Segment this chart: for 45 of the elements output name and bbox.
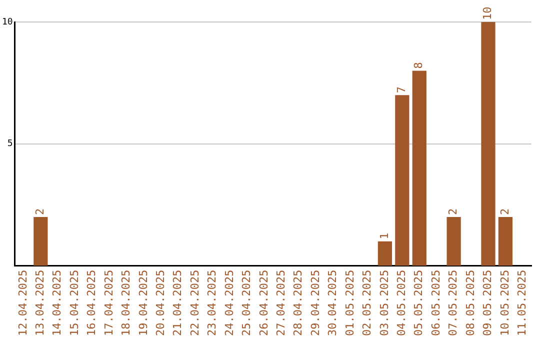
- x-tick-label: 14.04.2025: [50, 270, 64, 336]
- x-tick-label: 06.05.2025: [429, 270, 442, 336]
- data-label: 10: [481, 6, 494, 20]
- bar: [481, 22, 496, 266]
- x-tick-label: 07.05.2025: [446, 270, 460, 336]
- x-tick-label: 12.04.2025: [16, 270, 30, 336]
- x-tick-label: 13.04.2025: [34, 270, 47, 336]
- x-tick-label: 02.05.2025: [360, 270, 374, 336]
- x-tick-label: 30.04.2025: [326, 270, 340, 336]
- x-tick-label: 28.04.2025: [292, 270, 305, 336]
- x-tick-label: 10.05.2025: [498, 270, 512, 336]
- bar: [378, 241, 392, 266]
- x-tick-label: 04.05.2025: [395, 270, 408, 336]
- x-tick-label: 03.05.2025: [378, 270, 391, 336]
- data-label: 7: [395, 86, 408, 94]
- data-label: 8: [412, 62, 426, 69]
- x-tick-label: 22.04.2025: [188, 270, 202, 336]
- x-tick-label: 09.05.2025: [481, 270, 494, 336]
- x-tick-label: 26.04.2025: [257, 270, 270, 336]
- x-tick-label: 01.05.2025: [343, 270, 356, 336]
- x-tick-label: 25.04.2025: [240, 270, 254, 336]
- data-label: 2: [34, 208, 47, 216]
- x-tick-label: 27.04.2025: [274, 270, 288, 336]
- bar: [446, 217, 461, 266]
- x-tick-label: 11.05.2025: [516, 270, 529, 336]
- x-tick-label: 29.04.2025: [308, 270, 322, 336]
- bar: [395, 95, 410, 266]
- x-tick-label: 21.04.2025: [171, 270, 184, 336]
- x-tick-label: 15.04.2025: [68, 270, 81, 336]
- x-tick-label: 05.05.2025: [412, 270, 426, 336]
- x-tick-label: 24.04.2025: [222, 270, 236, 336]
- bar: [498, 217, 513, 266]
- x-tick-label: 19.04.2025: [136, 270, 150, 336]
- x-tick-label: 16.04.2025: [85, 270, 98, 336]
- x-tick-label: 08.05.2025: [464, 270, 477, 336]
- x-tick-label: 20.04.2025: [154, 270, 168, 336]
- y-tick-label: 5: [7, 139, 13, 150]
- x-tick-label: 17.04.2025: [102, 270, 116, 336]
- x-tick-label: 18.04.2025: [120, 270, 133, 336]
- data-label: 2: [446, 208, 460, 216]
- data-label: 1: [378, 232, 391, 240]
- bar: [34, 217, 48, 266]
- x-tick-label: 23.04.2025: [206, 270, 219, 336]
- bar: [412, 70, 426, 266]
- data-label: 2: [498, 208, 512, 216]
